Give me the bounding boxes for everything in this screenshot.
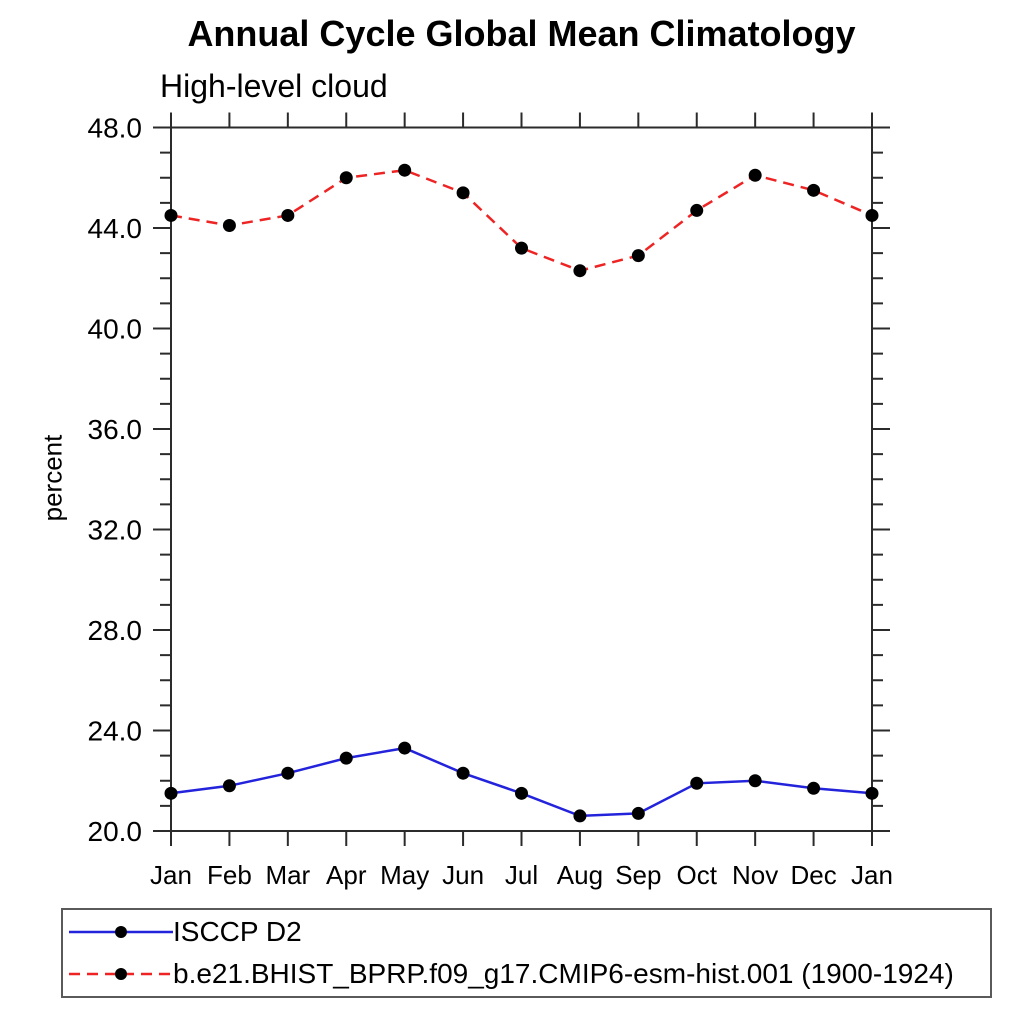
data-point-marker (690, 203, 704, 217)
data-point-marker (573, 264, 587, 278)
y-tick-label: 24.0 (88, 715, 143, 746)
data-point-marker (398, 163, 412, 177)
data-point-marker (164, 786, 178, 800)
x-tick-label: Jan (851, 860, 893, 890)
data-point-marker (339, 171, 353, 185)
x-tick-label: Jun (442, 860, 484, 890)
x-tick-label: Nov (732, 860, 778, 890)
data-point-marker (281, 208, 295, 222)
x-tick-label: Sep (615, 860, 661, 890)
data-point-marker (748, 774, 762, 788)
data-point-marker (631, 249, 645, 263)
y-tick-label: 40.0 (88, 313, 143, 344)
data-point-marker (222, 779, 236, 793)
data-point-marker (164, 208, 178, 222)
x-tick-label: Oct (677, 860, 718, 890)
data-point-marker (865, 208, 879, 222)
legend-entry-isccp: ISCCP D2 (63, 912, 990, 952)
legend-line-sample-model (69, 968, 173, 980)
data-point-marker (807, 183, 821, 197)
data-point-marker (398, 741, 412, 755)
y-tick-label: 20.0 (88, 816, 143, 847)
data-point-marker (222, 218, 236, 232)
legend-label-model: b.e21.BHIST_BPRP.f09_g17.CMIP6-esm-hist.… (173, 958, 954, 989)
data-point-marker (807, 781, 821, 795)
data-point-marker (690, 776, 704, 790)
y-tick-label: 36.0 (88, 414, 143, 445)
y-tick-label: 28.0 (88, 615, 143, 646)
data-point-marker (456, 186, 470, 200)
x-tick-label: Mar (265, 860, 310, 890)
x-tick-label: Dec (790, 860, 836, 890)
legend-line-sample-isccp (69, 926, 173, 938)
plot-frame (170, 126, 873, 832)
legend-marker-dot (115, 968, 127, 980)
data-point-marker (281, 766, 295, 780)
data-point-marker (515, 786, 528, 800)
chart-title: Annual Cycle Global Mean Climatology (187, 13, 856, 54)
x-tick-label: Feb (207, 860, 252, 890)
x-tick-label: Aug (557, 860, 603, 890)
legend-box: ISCCP D2 b.e21.BHIST_BPRP.f09_g17.CMIP6-… (61, 908, 992, 998)
data-point-marker (456, 766, 470, 780)
x-tick-label: May (380, 860, 429, 890)
data-point-marker (515, 241, 528, 255)
x-tick-label: Jan (150, 860, 192, 890)
y-tick-label: 44.0 (88, 213, 143, 244)
data-point-marker (631, 806, 645, 820)
legend-label-isccp: ISCCP D2 (173, 916, 302, 947)
x-tick-label: Jul (505, 860, 538, 890)
series-line-1 (170, 168, 873, 273)
data-point-marker (748, 168, 762, 182)
x-tick-label: Apr (326, 860, 367, 890)
data-point-marker (573, 809, 587, 823)
series-line-0 (170, 746, 873, 818)
legend-entry-model: b.e21.BHIST_BPRP.f09_g17.CMIP6-esm-hist.… (63, 954, 990, 994)
legend-marker-dot (115, 926, 127, 938)
y-tick-label: 48.0 (88, 112, 143, 143)
chart-subtitle: High-level cloud (160, 68, 388, 104)
data-point-marker (339, 751, 353, 765)
y-tick-label: 32.0 (88, 514, 143, 545)
data-point-marker (865, 786, 879, 800)
